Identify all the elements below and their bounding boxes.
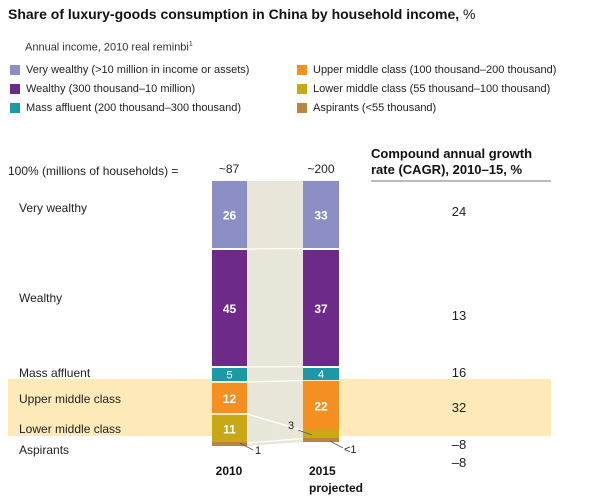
legend-item-upper-middle: Upper middle class (100 thousand–200 tho… [297, 64, 556, 76]
bar-value-label: 45 [223, 302, 237, 316]
legend-item-wealthy: Wealthy (300 thousand–10 million) [10, 83, 195, 95]
bar-value-label: 11 [223, 423, 236, 437]
bar-segment-mass-affluent [212, 368, 247, 381]
bar-segment-upper-middle-class [303, 381, 339, 430]
segment-connector-line [246, 365, 304, 368]
row-label: Lower middle class [19, 422, 121, 436]
bar-segment-very-wealthy [212, 181, 247, 248]
legend-label: Wealthy (300 thousand–10 million) [26, 83, 196, 95]
row-label: Mass affluent [19, 366, 91, 380]
legend-swatch [297, 103, 307, 113]
legend-item-lower-middle: Lower middle class (55 thousand–100 thou… [297, 83, 550, 95]
legend-item-mass-affluent: Mass affluent (200 thousand–300 thousand… [10, 102, 241, 114]
bar-segment-wealthy [212, 250, 247, 366]
bar-segment-aspirants [212, 442, 247, 446]
category-label: 2010 [216, 464, 243, 478]
legend-label: Lower middle class (55 thousand–100 thou… [313, 83, 551, 95]
cagr-value: 24 [452, 204, 466, 219]
leader-line [297, 429, 313, 436]
cagr-value: 32 [452, 400, 466, 415]
bar-segment-aspirants [303, 438, 339, 442]
row-label: Upper middle class [19, 392, 121, 406]
legend-swatch [10, 103, 20, 113]
bar-value-label: 26 [223, 209, 237, 223]
row-label: Aspirants [19, 443, 69, 457]
bar-value-label: 4 [318, 369, 324, 381]
category-label: projected [309, 481, 363, 495]
bar-value-label: 5 [226, 370, 232, 382]
legend-swatch [10, 84, 20, 94]
legend-title: Annual income, 2010 real reminbi1 [25, 41, 193, 54]
cagr-value: 13 [452, 308, 466, 323]
chart-title: Share of luxury-goods consumption in Chi… [8, 6, 476, 22]
connector-band [247, 181, 303, 446]
leader-line [239, 442, 254, 451]
total-value: ~200 [307, 162, 334, 176]
segment-connector-line [246, 413, 304, 432]
bar-segment-lower-middle-class [303, 430, 339, 438]
totals-label: 100% (millions of households) = [8, 164, 178, 178]
bar-value-label: 37 [314, 302, 328, 316]
cagr-value: –8 [452, 437, 466, 452]
bar-segment-upper-middle-class [212, 383, 247, 413]
bar-value-label: <1 [344, 444, 357, 456]
bar-value-label: 22 [314, 400, 328, 414]
bar-value-label: 33 [314, 209, 328, 223]
segment-connector-line [246, 379, 304, 383]
bar-segment-lower-middle-class [212, 415, 247, 442]
bar-value-label: 1 [255, 445, 261, 457]
total-value: ~87 [219, 162, 240, 176]
legend-swatch [297, 65, 307, 75]
bar-value-label: 3 [288, 420, 294, 432]
legend-label: Mass affluent (200 thousand–300 thousand… [26, 102, 242, 114]
cagr-title: rate (CAGR), 2010–15, % [371, 162, 522, 177]
bar-segment-mass-affluent [303, 368, 339, 380]
legend-swatch [297, 84, 307, 94]
legend-label: Aspirants (<55 thousand) [313, 102, 437, 114]
cagr-title: Compound annual growth [371, 146, 532, 161]
legend-item-aspirants: Aspirants (<55 thousand) [297, 102, 436, 114]
cagr-value: 16 [452, 365, 466, 380]
bar-segment-very-wealthy [303, 181, 339, 248]
legend-label: Very wealthy (>10 million in income or a… [26, 64, 250, 76]
legend-swatch [10, 65, 20, 75]
legend-item-very-wealthy: Very wealthy (>10 million in income or a… [10, 64, 249, 76]
leader-line [329, 440, 344, 449]
segment-connector-line [246, 437, 304, 444]
bar-segment-wealthy [303, 250, 339, 366]
cagr-value: –8 [452, 455, 466, 470]
category-label: 2015 [309, 464, 336, 478]
row-label: Very wealthy [19, 201, 87, 215]
row-label: Wealthy [19, 291, 62, 305]
bar-value-label: 12 [223, 392, 237, 406]
legend-label: Upper middle class (100 thousand–200 tho… [313, 64, 557, 76]
segment-connector-line [246, 247, 304, 250]
